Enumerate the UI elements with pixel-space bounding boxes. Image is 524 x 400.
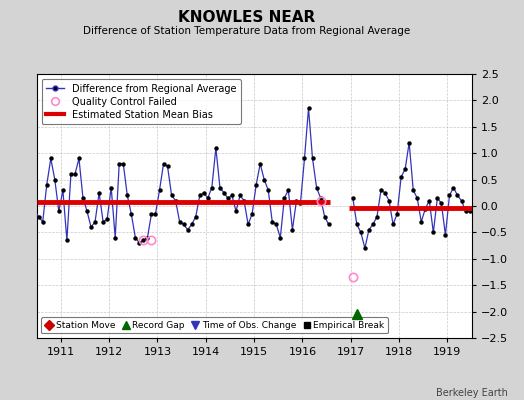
- Text: KNOWLES NEAR: KNOWLES NEAR: [178, 10, 315, 25]
- Legend: Station Move, Record Gap, Time of Obs. Change, Empirical Break: Station Move, Record Gap, Time of Obs. C…: [41, 317, 388, 334]
- Text: Berkeley Earth: Berkeley Earth: [436, 388, 508, 398]
- Text: Difference of Station Temperature Data from Regional Average: Difference of Station Temperature Data f…: [83, 26, 410, 36]
